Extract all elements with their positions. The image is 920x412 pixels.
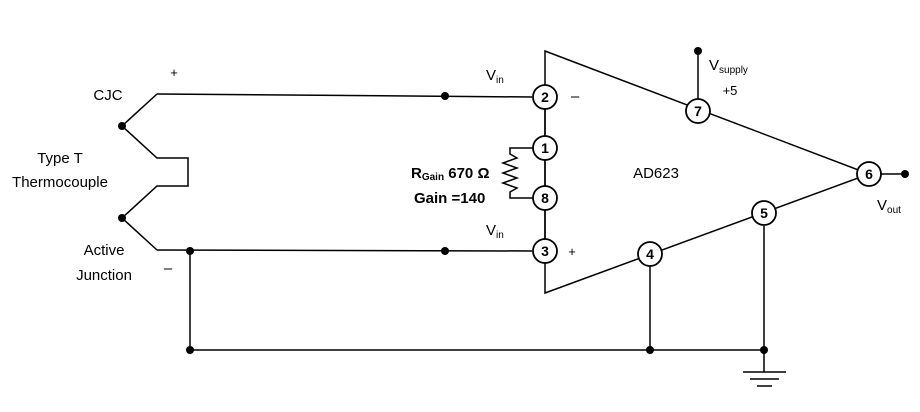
pin-5-number: 5 bbox=[760, 205, 768, 221]
rgain-value: 670 Ω bbox=[444, 165, 489, 182]
vout-main: V bbox=[877, 197, 887, 214]
supply-terminal bbox=[694, 47, 702, 55]
vin-plus-node bbox=[441, 92, 449, 100]
pin-7: 7 bbox=[685, 98, 711, 124]
vin-plus-label: Vin bbox=[486, 67, 504, 86]
vin-plus-wire bbox=[156, 93, 533, 98]
vin-plus-sub: in bbox=[496, 75, 504, 86]
pin-4-number: 4 bbox=[646, 246, 654, 262]
ground-symbol bbox=[743, 371, 786, 387]
vsupply-sub: supply bbox=[719, 65, 748, 76]
vin-minus-label: Vin bbox=[486, 222, 504, 241]
pin-8-number: 8 bbox=[541, 190, 549, 206]
vin-plus-main: V bbox=[486, 67, 496, 84]
ground-node-pin4 bbox=[646, 346, 654, 354]
pin-6-number: 6 bbox=[865, 166, 873, 182]
amplifier-name: AD623 bbox=[633, 165, 679, 182]
pin-2: 2 bbox=[532, 84, 558, 110]
thermocouple-minus-sign: – bbox=[164, 260, 173, 277]
cjc-node bbox=[118, 122, 126, 130]
opamp-triangle bbox=[544, 49, 872, 295]
active-label: Active bbox=[84, 242, 125, 259]
active-junction-node bbox=[118, 214, 126, 222]
rgain-main: R bbox=[411, 165, 422, 182]
noninverting-sign: + bbox=[568, 244, 576, 259]
vout-label: Vout bbox=[877, 197, 901, 216]
gain-label: Gain =140 bbox=[414, 190, 485, 207]
vin-minus-main: V bbox=[486, 222, 496, 239]
rgain-label: RGain 670 Ω bbox=[411, 165, 489, 183]
thermocouple-plus-sign: + bbox=[170, 65, 178, 80]
inverting-sign: – bbox=[571, 88, 580, 105]
pin-3-number: 3 bbox=[541, 243, 549, 259]
vsupply-label: Vsupply bbox=[709, 57, 748, 76]
pin-8: 8 bbox=[532, 185, 558, 211]
pin-5: 5 bbox=[751, 200, 777, 226]
pin-1-number: 1 bbox=[541, 140, 549, 156]
junction-label: Junction bbox=[76, 267, 132, 284]
vsupply-main: V bbox=[709, 57, 719, 74]
pin-2-number: 2 bbox=[541, 89, 549, 105]
vout-sub: out bbox=[887, 205, 901, 216]
vin-minus-sub: in bbox=[496, 230, 504, 241]
output-terminal bbox=[901, 170, 909, 178]
pin-7-number: 7 bbox=[694, 103, 702, 119]
ground-node-pin5 bbox=[760, 346, 768, 354]
pin-4: 4 bbox=[637, 241, 663, 267]
supply-value: +5 bbox=[723, 83, 738, 98]
gain-resistor bbox=[500, 147, 545, 199]
pin-6: 6 bbox=[856, 161, 882, 187]
vin-minus-wire bbox=[156, 249, 533, 252]
thermocouple-wires bbox=[120, 93, 189, 251]
ground-return-wire bbox=[189, 251, 764, 351]
vin-minus-node bbox=[441, 247, 449, 255]
ground-node-left bbox=[186, 346, 194, 354]
rgain-sub: Gain bbox=[422, 172, 444, 183]
thermocouple-label: Thermocouple bbox=[12, 174, 108, 191]
cjc-label: CJC bbox=[93, 87, 122, 104]
pin-1: 1 bbox=[532, 135, 558, 161]
thermocouple-type-label: Type T bbox=[37, 150, 83, 167]
pin-3: 3 bbox=[532, 238, 558, 264]
